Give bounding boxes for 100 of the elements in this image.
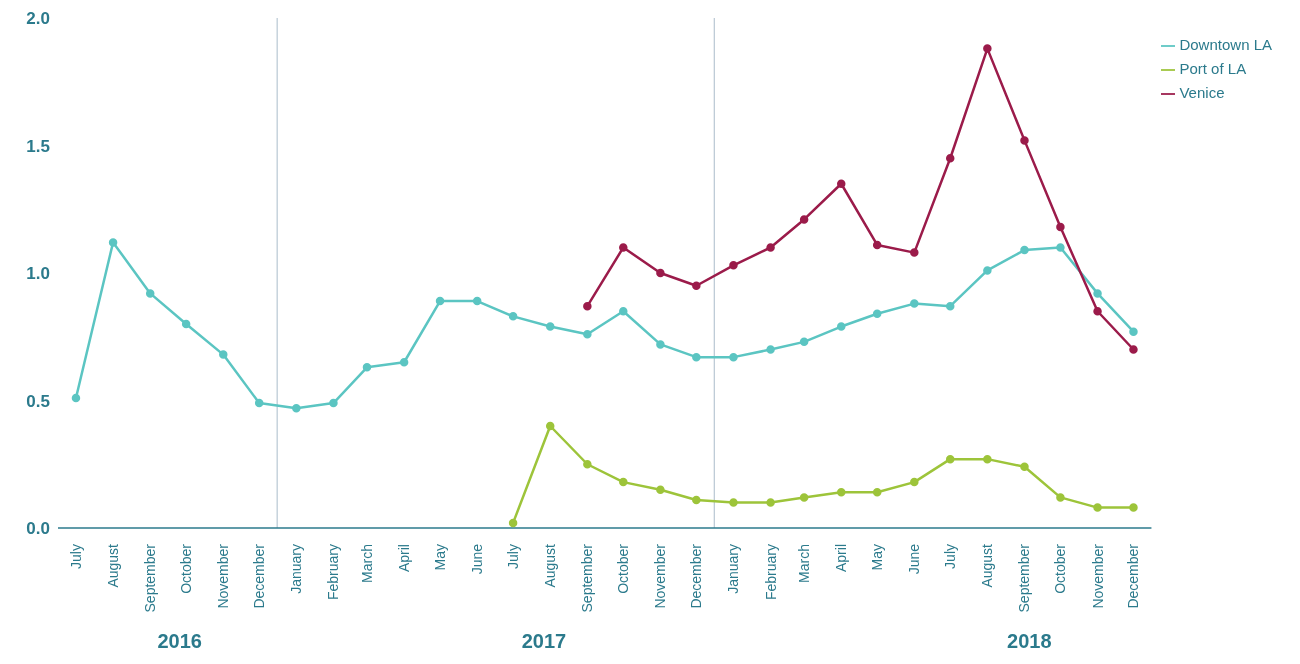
- point: [619, 243, 628, 252]
- point: [1056, 243, 1065, 252]
- y-tick-label: 0.5: [26, 391, 50, 411]
- point: [872, 488, 882, 497]
- x-tick-label: January: [725, 544, 742, 594]
- point: [583, 301, 592, 311]
- y-tick-label: 1.0: [26, 264, 50, 284]
- point: [435, 296, 445, 306]
- point: [910, 477, 919, 487]
- x-tick-label: August: [979, 543, 996, 588]
- x-tick-label: July: [505, 544, 522, 569]
- x-tick-label: July: [942, 544, 959, 569]
- x-tick-label: April: [396, 544, 413, 573]
- point: [692, 281, 701, 290]
- x-tick-label: October: [1052, 543, 1069, 594]
- point: [656, 268, 665, 278]
- point: [362, 363, 372, 372]
- legend-label: Port of LA: [1179, 60, 1247, 77]
- x-tick-label: April: [833, 544, 850, 573]
- x-tick-label: August: [542, 543, 559, 588]
- x-tick-label: May: [432, 544, 449, 571]
- point: [656, 485, 665, 494]
- point: [329, 398, 338, 408]
- point: [1129, 345, 1138, 354]
- point: [872, 309, 882, 319]
- x-tick-label: December: [251, 543, 268, 609]
- point: [545, 421, 555, 431]
- point: [71, 393, 81, 403]
- point: [181, 319, 191, 329]
- point: [1093, 503, 1102, 512]
- point: [1093, 307, 1102, 316]
- point: [292, 403, 301, 413]
- x-tick-label: December: [1125, 543, 1142, 609]
- point: [692, 352, 701, 362]
- x-tick-label: September: [142, 543, 159, 613]
- x-tick-label: October: [178, 543, 195, 594]
- point: [1056, 493, 1065, 502]
- x-tick-label: November: [652, 543, 669, 609]
- x-tick-label: June: [906, 543, 923, 575]
- x-tick-label: March: [796, 544, 813, 583]
- point: [583, 460, 592, 469]
- legend-label: Venice: [1179, 84, 1225, 101]
- x-tick-label: November: [215, 543, 232, 609]
- point: [983, 266, 992, 275]
- point: [619, 477, 628, 487]
- y-tick-label: 2.0: [26, 9, 50, 29]
- point: [799, 337, 809, 347]
- point: [837, 488, 846, 497]
- x-tick-label: February: [325, 544, 342, 601]
- point: [545, 322, 555, 331]
- point: [729, 261, 738, 270]
- point: [837, 322, 846, 331]
- point: [692, 495, 701, 505]
- point: [1129, 327, 1138, 336]
- point: [910, 248, 919, 257]
- point: [766, 243, 775, 252]
- x-tick-label: December: [688, 543, 705, 609]
- x-tick-label: September: [1016, 543, 1033, 613]
- y-tick-label: 0.0: [26, 519, 50, 539]
- point: [583, 329, 592, 339]
- x-tick-label: October: [615, 543, 632, 594]
- y-tick-label: 1.5: [26, 136, 50, 156]
- point: [1056, 222, 1065, 232]
- point: [799, 493, 809, 502]
- point: [766, 498, 775, 507]
- x-tick-label: February: [762, 544, 779, 601]
- point: [983, 44, 992, 53]
- point: [729, 352, 738, 362]
- x-tick-label: August: [105, 543, 122, 588]
- point: [945, 454, 955, 464]
- point: [872, 240, 882, 250]
- x-tick-label: September: [579, 543, 596, 613]
- x-tick-label: November: [1089, 543, 1106, 609]
- point: [1093, 289, 1102, 298]
- x-tick-label: January: [288, 544, 305, 594]
- point: [508, 518, 518, 528]
- point: [945, 301, 955, 311]
- text: 2018: [1006, 630, 1053, 653]
- point: [945, 154, 955, 163]
- point: [983, 454, 992, 464]
- point: [1020, 245, 1029, 255]
- point: [729, 498, 738, 507]
- point: [656, 340, 665, 349]
- x-tick-label: May: [869, 544, 886, 571]
- point: [619, 307, 628, 316]
- point: [399, 358, 409, 367]
- point: [1020, 136, 1029, 145]
- x-tick-label: March: [358, 544, 375, 583]
- point: [108, 238, 118, 247]
- x-tick-label: June: [469, 543, 486, 575]
- point: [1020, 462, 1029, 472]
- point: [219, 350, 228, 359]
- point: [766, 345, 775, 354]
- text: 2016: [156, 630, 203, 653]
- legend-label: Downtown LA: [1179, 36, 1272, 53]
- point: [837, 179, 846, 188]
- text: 2017: [520, 630, 568, 653]
- point: [1129, 503, 1138, 512]
- point: [910, 299, 919, 308]
- point: [508, 312, 518, 321]
